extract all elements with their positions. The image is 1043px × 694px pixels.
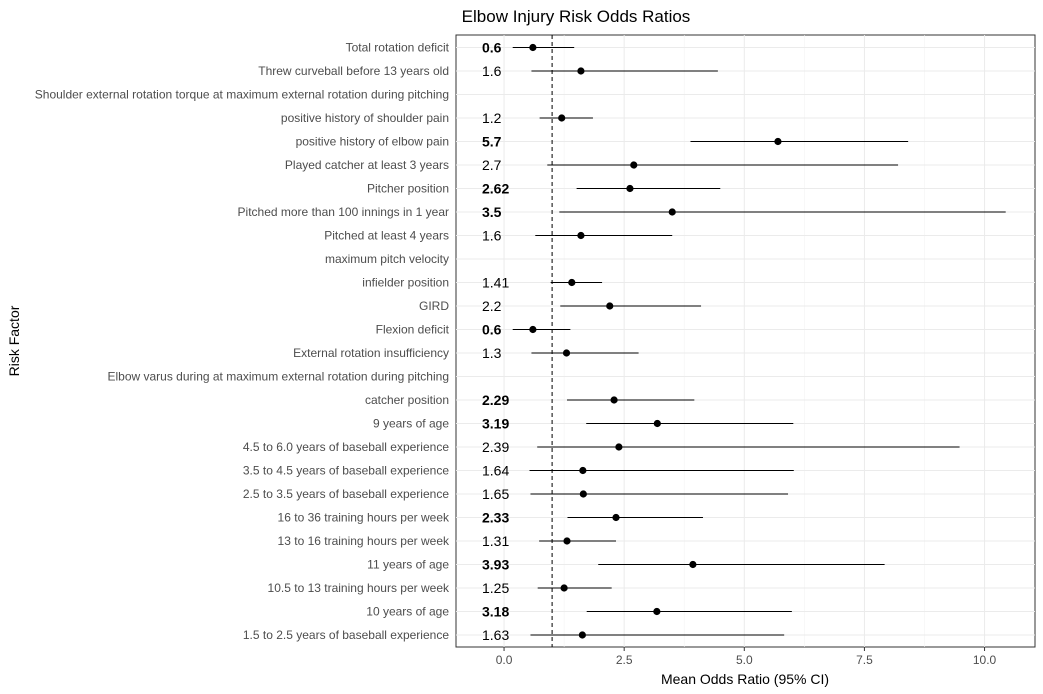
- odds-ratio-value-label: 1.6: [482, 228, 502, 244]
- risk-factor-label: 1.5 to 2.5 years of baseball experience: [243, 628, 449, 642]
- odds-ratio-value-label: 3.5: [482, 204, 502, 220]
- risk-factor-label: 13 to 16 training hours per week: [278, 534, 450, 548]
- risk-factor-label: 3.5 to 4.5 years of baseball experience: [243, 464, 449, 478]
- odds-ratio-value-label: 2.62: [482, 181, 509, 197]
- x-tick-label: 7.5: [856, 653, 873, 667]
- odds-ratio-value-label: 3.18: [482, 604, 509, 620]
- risk-factor-label: 16 to 36 training hours per week: [278, 511, 450, 525]
- risk-factor-label: Pitcher position: [367, 182, 449, 196]
- odds-ratio-point: [560, 584, 568, 592]
- odds-ratio-value-label: 2.33: [482, 510, 509, 526]
- odds-ratio-value-label: 2.39: [482, 439, 509, 455]
- risk-factor-label: Flexion deficit: [376, 323, 450, 337]
- odds-ratio-value-label: 0.6: [482, 322, 502, 338]
- odds-ratio-point: [653, 419, 661, 428]
- x-tick-label: 10.0: [973, 653, 997, 667]
- odds-ratio-value-label: 0.6: [482, 40, 502, 56]
- category-labels: Total rotation deficit Threw curveball be…: [35, 41, 450, 643]
- odds-ratio-point: [558, 114, 566, 122]
- odds-ratio-value-label: 1.65: [482, 486, 509, 502]
- odds-ratio-value-label: 1.6: [482, 63, 502, 79]
- risk-factor-label: Pitched more than 100 innings in 1 year: [238, 205, 449, 219]
- odds-ratio-point: [577, 231, 585, 240]
- risk-factor-label: Pitched at least 4 years: [324, 229, 449, 243]
- odds-ratio-value-label: 1.2: [482, 110, 502, 126]
- plot-panel: [455, 34, 1036, 648]
- risk-factor-label: infielder position: [362, 276, 449, 290]
- odds-ratio-point: [630, 161, 638, 169]
- odds-ratio-value-label: 2.7: [482, 157, 502, 173]
- odds-ratio-point: [568, 278, 576, 287]
- risk-factor-label: 10.5 to 13 training hours per week: [268, 581, 450, 595]
- odds-ratio-point: [578, 631, 586, 639]
- odds-ratio-point: [626, 184, 634, 193]
- odds-ratio-point: [610, 396, 618, 404]
- odds-ratio-value-label: 1.64: [482, 463, 509, 479]
- odds-ratio-value-label: 1.63: [482, 627, 509, 643]
- risk-factor-label: Threw curveball before 13 years old: [258, 64, 449, 78]
- odds-ratio-point: [579, 490, 587, 498]
- risk-factor-label: maximum pitch velocity: [325, 252, 449, 266]
- odds-ratio-value-label: 2.2: [482, 298, 502, 314]
- risk-factor-label: 11 years of age: [367, 558, 449, 572]
- risk-factor-label: Elbow varus during at maximum external r…: [107, 370, 449, 384]
- data-marks: 0.6 1.6 1.2 5.7 2.7 2.62 3.5 1.6 1.41 2.2 0.6 1.3 2.…: [482, 35, 1006, 647]
- odds-ratio-point: [615, 443, 623, 451]
- x-tick-label: 5.0: [736, 653, 753, 667]
- risk-factor-label: catcher position: [365, 393, 449, 407]
- odds-ratio-value-label: 2.29: [482, 392, 509, 408]
- odds-ratio-point: [562, 349, 571, 357]
- odds-ratio-value-label: 3.19: [482, 416, 509, 432]
- risk-factor-label: 2.5 to 3.5 years of baseball experience: [243, 487, 449, 501]
- risk-factor-label: Played catcher at least 3 years: [285, 158, 449, 172]
- risk-factor-label: Shoulder external rotation torque at max…: [35, 88, 449, 102]
- risk-factor-label: GIRD: [419, 299, 449, 313]
- risk-factor-label: positive history of elbow pain: [296, 135, 449, 149]
- odds-ratio-point: [653, 607, 661, 616]
- odds-ratio-value-label: 1.25: [482, 580, 509, 596]
- chart-title: Elbow Injury Risk Odds Ratios: [462, 7, 691, 26]
- risk-factor-label: External rotation insufficiency: [293, 346, 449, 360]
- odds-ratio-point: [606, 302, 614, 310]
- risk-factor-label: 9 years of age: [373, 417, 449, 431]
- odds-ratio-value-label: 1.31: [482, 533, 509, 549]
- odds-ratio-value-label: 3.93: [482, 557, 509, 573]
- y-axis-title: Risk Factor: [6, 305, 22, 376]
- odds-ratio-point: [689, 560, 697, 569]
- odds-ratio-point: [529, 43, 537, 52]
- odds-ratio-value-label: 5.7: [482, 134, 502, 150]
- odds-ratio-value-label: 1.41: [482, 275, 509, 291]
- odds-ratio-point: [579, 466, 587, 475]
- risk-factor-label: 4.5 to 6.0 years of baseball experience: [243, 440, 449, 454]
- odds-ratio-point: [668, 208, 676, 216]
- x-tick-label: 2.5: [616, 653, 633, 667]
- odds-ratio-point: [774, 137, 782, 146]
- risk-factor-label: positive history of shoulder pain: [281, 111, 449, 125]
- odds-ratio-point: [563, 537, 571, 545]
- x-axis-title: Mean Odds Ratio (95% CI): [661, 671, 829, 687]
- x-axis-ticks: 0.0 2.5 5.0 7.5 10.0: [496, 647, 997, 667]
- odds-ratio-point: [577, 67, 585, 75]
- odds-ratio-point: [612, 513, 620, 522]
- risk-factor-label: Total rotation deficit: [346, 41, 450, 55]
- x-tick-label: 0.0: [496, 653, 513, 667]
- risk-factor-label: 10 years of age: [366, 605, 449, 619]
- odds-ratio-value-label: 1.3: [482, 345, 502, 361]
- odds-ratio-point: [529, 325, 537, 334]
